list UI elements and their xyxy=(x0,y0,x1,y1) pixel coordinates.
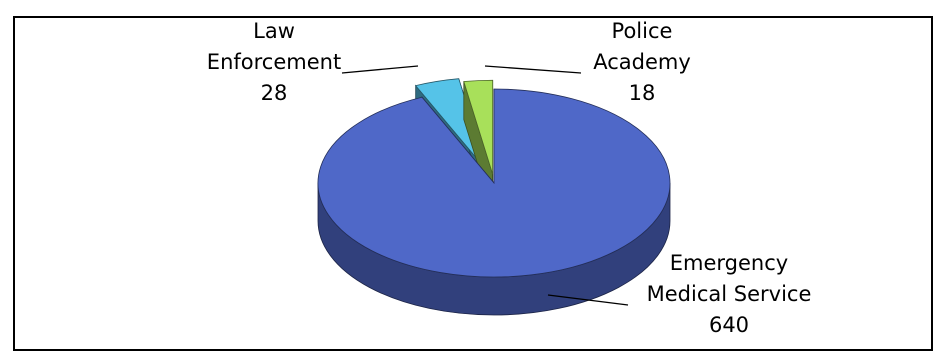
data-label-2: Law Enforcement 28 xyxy=(207,19,419,105)
data-label-value: 28 xyxy=(261,81,288,105)
data-label-text: Police xyxy=(612,19,673,43)
data-label-3: Police Academy 18 xyxy=(484,19,691,105)
data-label-text: Law xyxy=(253,19,295,43)
leader-line xyxy=(484,65,582,74)
data-label-text: Medical Service xyxy=(647,282,812,306)
leader-line xyxy=(341,65,419,74)
pie-slice-1 xyxy=(317,88,671,316)
pie-slices xyxy=(317,78,671,316)
data-label-value: 640 xyxy=(709,313,749,337)
data-labels: Emergency Medical Service 640 Law Enforcemen… xyxy=(207,19,812,337)
data-label-text: Academy xyxy=(593,50,691,74)
data-label-1: Emergency Medical Service 640 xyxy=(547,251,812,337)
data-label-text: Emergency xyxy=(670,251,788,275)
data-label-value: 18 xyxy=(629,81,656,105)
chart-frame xyxy=(13,16,933,351)
leader-line xyxy=(547,294,629,306)
data-label-text: Enforcement xyxy=(207,50,341,74)
